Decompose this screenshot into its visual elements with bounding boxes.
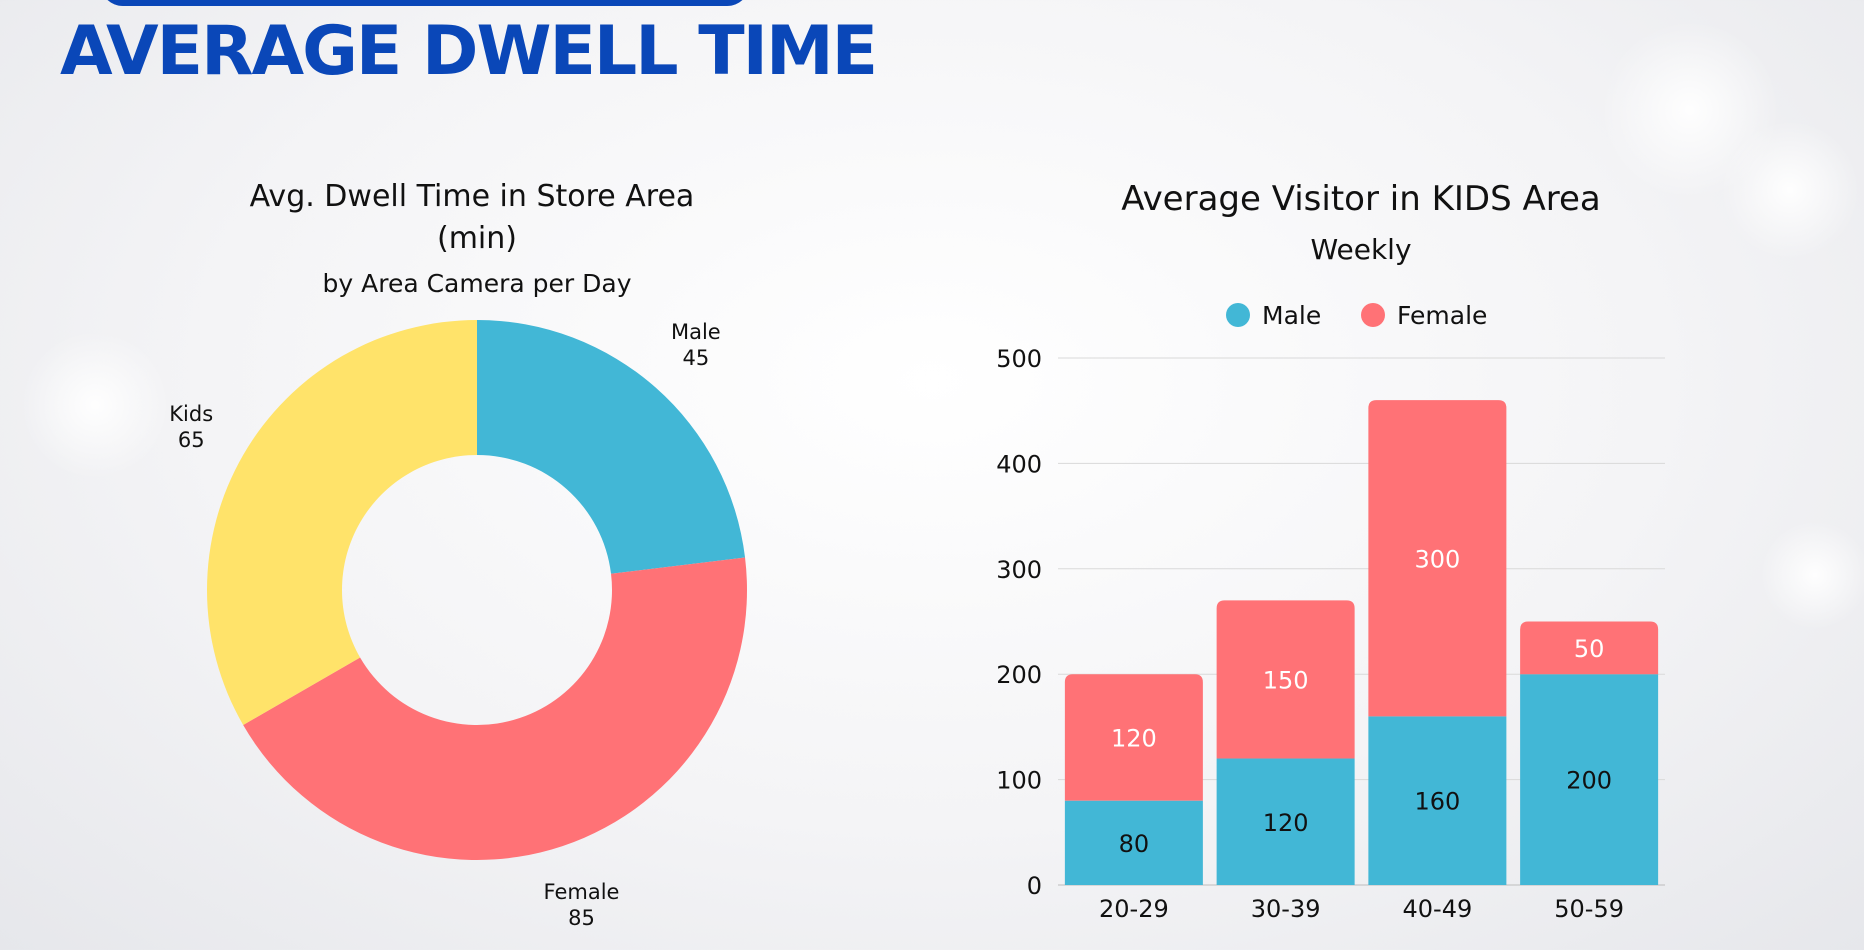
donut-chart-title-line2: (min) (437, 221, 517, 256)
legend-marker-male (1226, 303, 1250, 327)
donut-label-kids-name: Kids (169, 402, 213, 426)
donut-slices (207, 320, 747, 860)
legend-label-female: Female (1397, 301, 1487, 330)
bar-chart-x-axis: 20-29 30-39 40-49 50-59 (1099, 895, 1624, 923)
bar-female-40-49 (1368, 400, 1507, 717)
bar-value-label-female-20-29: 120 (1111, 724, 1157, 752)
donut-slice-female (243, 557, 747, 860)
y-tick-label: 300 (996, 556, 1042, 584)
bar-female-30-39 (1216, 600, 1355, 759)
donut-slice-kids (207, 320, 477, 725)
bar-chart-bars: 80 120 120 150 160 300 200 50 (1064, 400, 1659, 885)
bar-value-label-male-40-49: 160 (1414, 788, 1460, 816)
donut-label-female-name: Female (544, 880, 620, 904)
y-tick-label: 100 (996, 767, 1042, 795)
y-tick-label: 400 (996, 450, 1042, 478)
x-tick-label: 30-39 (1251, 895, 1321, 923)
bar-chart-subtitle: Weekly (1310, 233, 1411, 266)
bar-male-40-49 (1368, 716, 1507, 885)
y-tick-label: 0 (1027, 872, 1042, 900)
donut-slice-male (477, 320, 746, 574)
stacked-bar-chart: Average Visitor in KIDS Area Weekly Male… (996, 179, 1665, 923)
title-banner-pill (100, 0, 750, 6)
bar-male-50-59 (1520, 674, 1659, 885)
bar-value-label-female-40-49: 300 (1414, 545, 1460, 573)
donut-label-male-value: 45 (682, 346, 709, 370)
bar-chart-title: Average Visitor in KIDS Area (1121, 179, 1600, 219)
page-title: AVERAGE DWELL TIME (60, 12, 878, 91)
x-tick-label: 20-29 (1099, 895, 1169, 923)
bar-value-label-female-30-39: 150 (1263, 666, 1309, 694)
bar-chart-legend: Male Female (1226, 301, 1487, 330)
donut-label-female-value: 85 (568, 906, 595, 930)
donut-label-male-name: Male (671, 320, 721, 344)
x-tick-label: 50-59 (1554, 895, 1624, 923)
donut-chart-subtitle: by Area Camera per Day (323, 269, 632, 298)
y-tick-label: 200 (996, 661, 1042, 689)
bar-value-label-male-50-59: 200 (1566, 767, 1612, 795)
legend-label-male: Male (1262, 301, 1321, 330)
legend-marker-female (1361, 303, 1385, 327)
bar-female-20-29 (1064, 674, 1203, 801)
bar-male-20-29 (1064, 800, 1203, 885)
bar-female-50-59 (1520, 621, 1659, 675)
bar-chart-y-axis: 0 100 200 300 400 500 (996, 345, 1042, 900)
donut-chart-title: Avg. Dwell Time in Store Area (250, 179, 695, 214)
bar-male-30-39 (1216, 758, 1355, 885)
bar-value-label-female-50-59: 50 (1574, 635, 1605, 663)
y-tick-label: 500 (996, 345, 1042, 373)
bar-value-label-male-30-39: 120 (1263, 809, 1309, 837)
donut-chart: Avg. Dwell Time in Store Area (min) by A… (169, 179, 747, 930)
x-tick-label: 40-49 (1403, 895, 1473, 923)
bar-value-label-male-20-29: 80 (1119, 830, 1150, 858)
donut-label-kids-value: 65 (178, 428, 205, 452)
